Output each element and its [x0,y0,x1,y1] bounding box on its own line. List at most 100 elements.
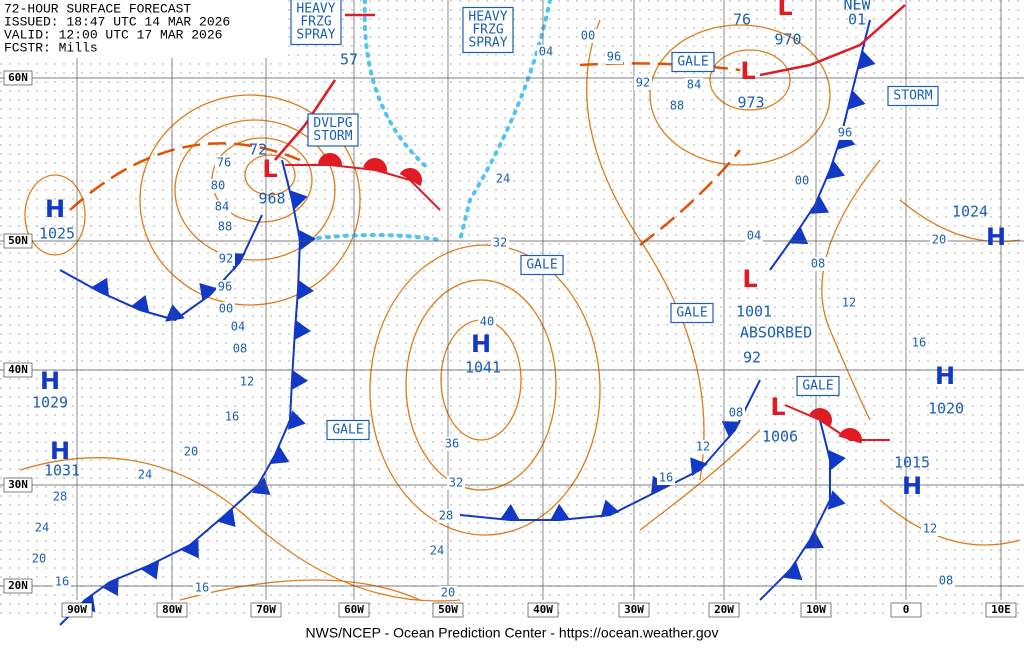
lon-label-bg [708,602,740,618]
isobar-label-bg [428,544,446,558]
warning-box [462,6,514,54]
isobar-label-bg [537,45,555,59]
high-symbol: H [45,195,65,223]
pressure-value: 1015 [894,454,930,472]
isobar-label: 24 [496,172,510,186]
warning-text: SPRAY [468,36,507,51]
graticule [0,0,1024,600]
high-symbol: H [986,223,1006,251]
pressure-value: 1025 [39,225,75,243]
warning-box [326,419,370,441]
isobar-label-bg [443,437,461,451]
lat-label: 60N [8,71,28,84]
isobar-label: 00 [219,302,233,316]
isobar-label-bg [491,236,509,250]
isobar-label: 04 [231,320,245,334]
isobar-label: 08 [811,257,825,271]
isobar-label-bg [182,445,200,459]
ice-edge [298,233,442,242]
header-line: FCSTR: Mills [4,40,98,55]
isobar-label: 20 [32,552,46,566]
isobar-label-bg [694,440,712,454]
isobar-label: 96 [218,280,232,294]
isobar-label-bg [213,200,231,214]
footer: NWS/NCEP - Ocean Prediction Center - htt… [306,625,719,641]
lat-label: 30N [8,478,28,491]
lon-label: 80W [162,603,182,616]
isobar-label-bg [910,336,928,350]
isobar-label-bg [229,320,247,334]
ice-edge [458,0,552,242]
warning-box [670,302,714,324]
warning-box [671,51,715,73]
lon-label: 40W [533,603,553,616]
warning-text: DVLPG [313,116,352,131]
isobar-label: 08 [939,574,953,588]
isobar-label: 20 [184,445,198,459]
lon-label: 0 [903,603,910,616]
trough [579,62,741,72]
high-symbol: H [50,437,70,465]
pressure-value: 973 [737,94,764,112]
pressure-value: 1006 [762,428,798,446]
isobar-label: 16 [225,410,239,424]
lon-label-bg [527,602,559,618]
isobar-label-bg [727,406,745,420]
isobar-label-bg [30,552,48,566]
isobar-label-bg [238,375,256,389]
warning-text: FRZG [300,15,331,30]
lon-label-bg [890,602,922,618]
isobar-label-bg [447,476,465,490]
isobar-label: 04 [747,229,761,243]
map-value: 57 [340,51,358,69]
isobar-label: 32 [493,236,507,250]
lat-label: 20N [8,579,28,592]
lon-label: 70W [256,603,276,616]
map-value: 01 [848,11,866,29]
isobar-label: 84 [215,200,229,214]
isobar-label-bg [685,78,703,92]
isobar-label-bg [136,468,154,482]
pressure-value: 1024 [952,203,988,221]
isobar-label: 40 [480,315,494,329]
pressure-value: 1041 [465,359,501,377]
high-symbol: H [471,330,491,358]
isobar-label-bg [605,50,623,64]
isobar-label-bg [937,574,955,588]
high-symbol: H [935,362,955,390]
low-symbol: L [740,57,755,85]
lat-label-bg [3,70,33,86]
isobar-label: 96 [607,50,621,64]
warning-text: GALE [332,423,363,438]
lon-label: 90W [67,603,87,616]
pressure-value: 1031 [44,462,80,480]
pressure-value: 1001 [736,303,772,321]
isobar-label: 32 [449,476,463,490]
high-symbol: H [40,367,60,395]
isobar-label-bg [216,220,234,234]
isobar-label: 08 [729,406,743,420]
isobar-label: 16 [55,575,69,589]
isobar-label-bg [478,315,496,329]
lon-label-bg [432,602,464,618]
warning-text: HEAVY [296,2,335,17]
lon-label: 10W [806,603,826,616]
low-symbol: L [770,393,785,421]
lon-label: 50W [438,603,458,616]
warning-text: FRZG [472,23,503,38]
pressure-value: 1029 [32,394,68,412]
isobar-label-bg [836,126,854,140]
warning-text: GALE [677,55,708,70]
header-line: ISSUED: 18:47 UTC 14 MAR 2026 [4,14,230,29]
header-background [0,0,282,58]
lat-label-bg [3,578,33,594]
header-line: 72-HOUR SURFACE FORECAST [4,1,191,16]
isobar-label: 28 [53,490,67,504]
lon-label-bg [61,602,93,618]
lon-label-bg [985,602,1017,618]
warning-text: GALE [526,258,557,273]
map-value: 72 [249,141,267,159]
isobar-label: 12 [842,296,856,310]
